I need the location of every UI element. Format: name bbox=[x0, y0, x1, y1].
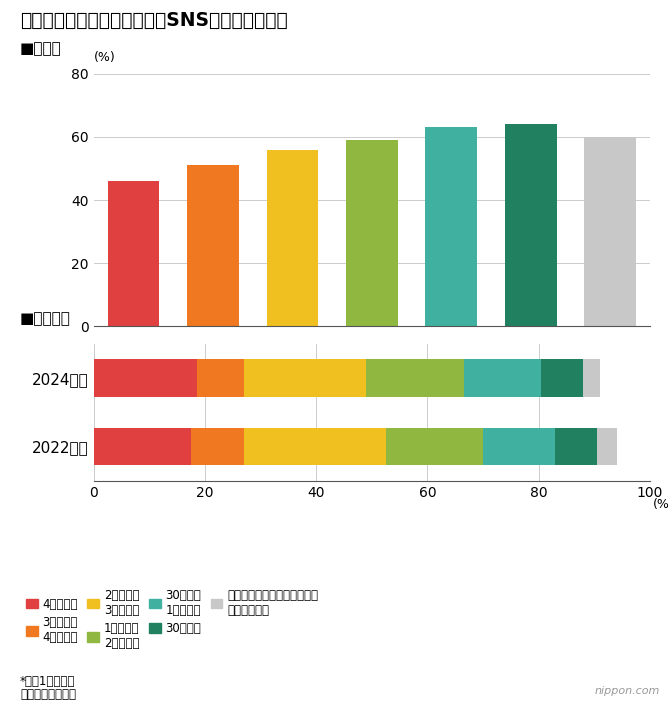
Bar bbox=[191, 428, 244, 465]
Text: 出所：文部科学省: 出所：文部科学省 bbox=[20, 688, 76, 701]
Bar bbox=[555, 428, 597, 465]
Bar bbox=[108, 181, 159, 326]
Text: (%): (%) bbox=[653, 498, 670, 512]
Text: (%): (%) bbox=[94, 51, 115, 65]
Bar bbox=[244, 359, 366, 397]
Bar bbox=[94, 428, 191, 465]
Text: ■正答率: ■正答率 bbox=[20, 41, 62, 56]
Bar bbox=[583, 359, 600, 397]
Bar bbox=[597, 428, 616, 465]
Bar bbox=[464, 359, 541, 397]
Bar bbox=[425, 128, 477, 326]
Bar bbox=[483, 428, 555, 465]
Bar bbox=[267, 150, 318, 326]
Bar bbox=[346, 140, 398, 326]
Text: *平日1日あたり: *平日1日あたり bbox=[20, 675, 76, 689]
Bar bbox=[94, 359, 197, 397]
Text: 中学生の数学の平均正答率とSNS・動画視聴時間: 中学生の数学の平均正答率とSNS・動画視聴時間 bbox=[20, 11, 288, 29]
Legend: 4時間以上, 3時間以上
4時間未満, 2時間以上
3時間未満, 1時間以上
2時間未満, 30分以上
1時間未満, 30分未満, 携帯電話、スマートフォンを
: 4時間以上, 3時間以上 4時間未満, 2時間以上 3時間未満, 1時間以上 2… bbox=[26, 588, 318, 651]
Bar bbox=[187, 166, 239, 326]
Bar bbox=[541, 359, 583, 397]
Bar bbox=[505, 124, 557, 326]
Bar bbox=[366, 359, 464, 397]
Bar bbox=[244, 428, 386, 465]
Bar bbox=[386, 428, 483, 465]
Text: nippon.com: nippon.com bbox=[594, 687, 660, 696]
Text: ■視聴時間: ■視聴時間 bbox=[20, 312, 71, 326]
Bar bbox=[197, 359, 244, 397]
Bar bbox=[584, 137, 636, 326]
